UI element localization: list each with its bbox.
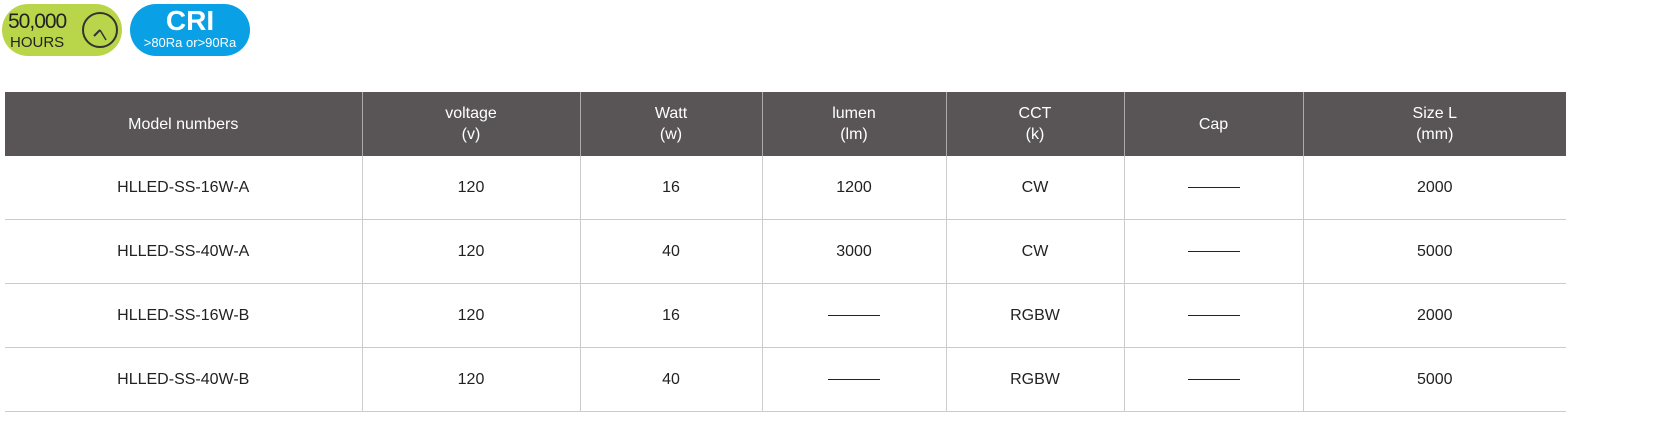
header-text: Cap	[1198, 115, 1229, 133]
cell-size: 2000	[1303, 283, 1566, 348]
table-row: HLLED-SS-16W-B 120 16 RGBW 2000	[5, 283, 1566, 348]
header-text: CCT	[1018, 105, 1052, 122]
cri-badge: CRI >80Ra or>90Ra	[130, 4, 250, 56]
cell-cap	[1124, 156, 1304, 220]
dash-placeholder	[828, 314, 880, 316]
header-cct: CCT (k)	[946, 92, 1125, 156]
spec-table: Model numbers voltage (v) Watt (w) lumen (lm) C…	[5, 92, 1566, 412]
cell-size: 5000	[1303, 219, 1566, 284]
cell-model: HLLED-SS-40W-B	[5, 347, 363, 412]
dash-placeholder	[1187, 186, 1240, 188]
table-row: HLLED-SS-40W-B 120 40 RGBW 5000	[5, 347, 1566, 412]
dash-placeholder	[1187, 250, 1240, 252]
hours-value: 50,000	[8, 10, 67, 33]
dash-placeholder	[1187, 314, 1240, 316]
header-text: (k)	[1025, 126, 1045, 143]
cell-cct: RGBW	[946, 347, 1125, 412]
header-voltage: voltage (v)	[362, 92, 581, 156]
cell-size: 2000	[1303, 156, 1566, 220]
header-text: (w)	[659, 126, 683, 143]
header-lumen: lumen (lm)	[762, 92, 947, 156]
header-row: Model numbers voltage (v) Watt (w) lumen (lm) C…	[5, 92, 1566, 156]
cell-voltage: 120	[362, 347, 581, 412]
cell-watt: 40	[580, 347, 763, 412]
header-watt: Watt (w)	[580, 92, 763, 156]
header-text: Size L	[1412, 105, 1457, 122]
header-model: Model numbers	[5, 92, 363, 156]
cell-cct: RGBW	[946, 283, 1125, 348]
cell-voltage: 120	[362, 219, 581, 284]
cell-lumen: 3000	[762, 219, 947, 284]
cri-detail: >80Ra or>90Ra	[143, 35, 237, 50]
table-row: HLLED-SS-40W-A 120 40 3000 CW 5000	[5, 219, 1566, 284]
cell-watt: 16	[580, 156, 763, 220]
cell-cct: CW	[946, 219, 1125, 284]
hours-unit: HOURS	[10, 34, 65, 51]
header-text: (v)	[461, 126, 481, 143]
cell-cap	[1124, 283, 1304, 348]
dash-placeholder	[1187, 378, 1240, 380]
header-cap: Cap	[1124, 92, 1304, 156]
cell-cct: CW	[946, 156, 1125, 220]
cell-lumen	[762, 283, 947, 348]
cell-model: HLLED-SS-16W-B	[5, 283, 363, 348]
cell-cap	[1124, 347, 1304, 412]
table-row: HLLED-SS-16W-A 120 16 1200 CW 2000	[5, 156, 1566, 220]
header-text: Model numbers	[128, 115, 239, 133]
header-text: (lm)	[840, 126, 868, 143]
dash-placeholder	[828, 378, 880, 380]
cell-voltage: 120	[362, 156, 581, 220]
cell-lumen: 1200	[762, 156, 947, 220]
cell-watt: 16	[580, 283, 763, 348]
cell-watt: 40	[580, 219, 763, 284]
cell-model: HLLED-SS-16W-A	[5, 156, 363, 220]
cri-title: CRI	[165, 5, 215, 36]
header-text: Watt	[654, 105, 688, 122]
cell-voltage: 120	[362, 283, 581, 348]
header-size: Size L (mm)	[1303, 92, 1566, 156]
cell-cap	[1124, 219, 1304, 284]
cell-model: HLLED-SS-40W-A	[5, 219, 363, 284]
cell-lumen	[762, 347, 947, 412]
header-text: (mm)	[1416, 126, 1454, 143]
header-text: voltage	[445, 105, 497, 122]
cell-size: 5000	[1303, 347, 1566, 412]
lifetime-badge: 50,000 HOURS	[2, 4, 122, 56]
clock-icon	[82, 12, 118, 48]
header-text: lumen	[832, 105, 876, 122]
